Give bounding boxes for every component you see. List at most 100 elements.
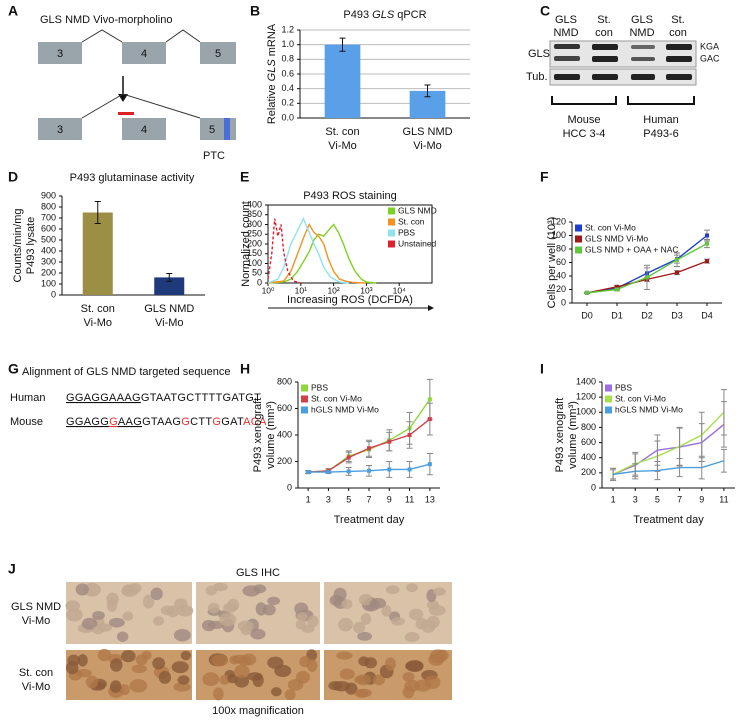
- species: Mouse: [10, 416, 43, 428]
- nucleus: [385, 585, 400, 595]
- nucleus: [274, 664, 292, 678]
- nucleus: [211, 654, 229, 667]
- panel-label: J: [8, 561, 16, 577]
- legend-label: GLS NMD + OAA + NAC: [585, 244, 679, 254]
- nucleus: [255, 602, 267, 616]
- x-tick-label: 5: [346, 494, 351, 504]
- panel-label: I: [540, 361, 544, 377]
- y-tick-label: 1.0: [281, 39, 294, 49]
- y-tick-label: 100: [551, 230, 566, 240]
- panel-label: E: [240, 169, 249, 185]
- x-tick-label: 9: [387, 494, 392, 504]
- y-axis-label: Normalized count: [240, 201, 252, 287]
- lane-label: GLS: [631, 14, 653, 26]
- ptc-label: PTC: [203, 150, 225, 162]
- marker: [407, 467, 412, 472]
- nucleus: [381, 604, 392, 617]
- nucleus: [299, 656, 311, 668]
- legend-swatch: [388, 229, 395, 237]
- y-tick-label: 200: [277, 456, 292, 466]
- marker: [705, 233, 709, 238]
- nucleus: [122, 584, 135, 596]
- y-tick-label: 400: [277, 429, 292, 439]
- sequence-part: AAG: [118, 416, 142, 428]
- x-tick-label: 13: [425, 494, 435, 504]
- row-label: Vi-Mo: [22, 681, 51, 693]
- band: [592, 56, 618, 62]
- sequence-part: G: [212, 416, 221, 428]
- nucleus: [424, 675, 441, 689]
- nucleus: [354, 688, 369, 698]
- band: [592, 44, 618, 50]
- y-tick-label: 0: [591, 482, 596, 492]
- nucleus: [354, 675, 366, 684]
- exon: [38, 42, 82, 64]
- error-bar: [339, 37, 346, 52]
- band: [666, 74, 692, 80]
- nucleus: [180, 650, 191, 661]
- error-bar: [424, 84, 431, 98]
- y-tick-label: 200: [41, 267, 56, 277]
- exon-label: 3: [57, 48, 63, 60]
- lane-label: con: [595, 27, 613, 39]
- y-tick-label: 600: [41, 223, 56, 233]
- panel-j: GLS IHC GLS NMD Vi-Mo St. con Vi-Mo 100x…: [11, 567, 452, 717]
- morpholino: [118, 112, 134, 115]
- sequence-part: GTAAG: [142, 416, 181, 428]
- x-tick-label: Vi-Mo: [155, 317, 184, 329]
- error-bar: [654, 461, 661, 481]
- y-tick-label: 800: [41, 201, 56, 211]
- panel-label: G: [8, 361, 19, 377]
- x-tick-label: 10³: [360, 285, 372, 295]
- sequence: GGAGGGAAGGTAAGGCTTGGATACA: [66, 416, 267, 428]
- nucleus: [110, 658, 123, 672]
- marker: [705, 241, 709, 246]
- marker: [675, 257, 679, 262]
- sequence-part: GGAGGAAAG: [66, 392, 141, 404]
- nucleus: [360, 613, 372, 625]
- y-tick-label: 400: [581, 452, 596, 462]
- nucleus: [135, 654, 148, 666]
- error-bar: [610, 469, 617, 480]
- band: [592, 74, 618, 80]
- y-tick-label: 100: [41, 278, 56, 288]
- y-tick-label: 800: [581, 422, 596, 432]
- nucleus: [131, 664, 147, 674]
- band: [666, 44, 692, 50]
- legend-swatch: [575, 235, 582, 243]
- series-line: [612, 411, 725, 476]
- legend-label: hGLS NMD Vi-Mo: [615, 404, 683, 414]
- nucleus: [65, 661, 79, 675]
- group-label: HCC 3-4: [563, 128, 606, 140]
- legend-label: St. con Vi-Mo: [311, 393, 362, 403]
- y-tick-label: 400: [247, 199, 262, 209]
- y-tick-label: 40: [556, 270, 566, 280]
- x-axis-label: Treatment day: [334, 514, 405, 526]
- y-tick-label: 0: [51, 289, 56, 299]
- y-axis-label: volume (mm³): [265, 401, 277, 469]
- y-tick-label: 20: [556, 284, 566, 294]
- error-bar: [94, 201, 101, 224]
- nucleus: [160, 605, 175, 616]
- nucleus: [241, 653, 257, 666]
- nucleus: [234, 664, 250, 678]
- y-tick-label: 0: [287, 482, 292, 492]
- chart: Cells per well (10³) 0 20 40 60 80 100 120 D0 D1 D…: [546, 216, 722, 320]
- nucleus: [77, 654, 88, 667]
- chart-title: P493 glutaminase activity: [70, 172, 195, 184]
- error-bar: [632, 463, 639, 480]
- nucleus: [152, 616, 165, 626]
- nucleus: [329, 594, 344, 606]
- nucleus: [405, 660, 424, 672]
- x-tick-label: 7: [677, 494, 682, 504]
- bracket: [551, 96, 617, 105]
- panel-g: Alignment of GLS NMD targeted sequence H…: [10, 366, 267, 428]
- row-label: Vi-Mo: [22, 615, 51, 627]
- nucleus: [106, 592, 119, 606]
- series-line: [267, 216, 350, 284]
- band-label: KGA: [700, 41, 719, 51]
- band: [631, 57, 655, 61]
- nucleus: [202, 672, 220, 686]
- nucleus: [219, 612, 237, 627]
- y-tick-label: 0.2: [281, 98, 294, 108]
